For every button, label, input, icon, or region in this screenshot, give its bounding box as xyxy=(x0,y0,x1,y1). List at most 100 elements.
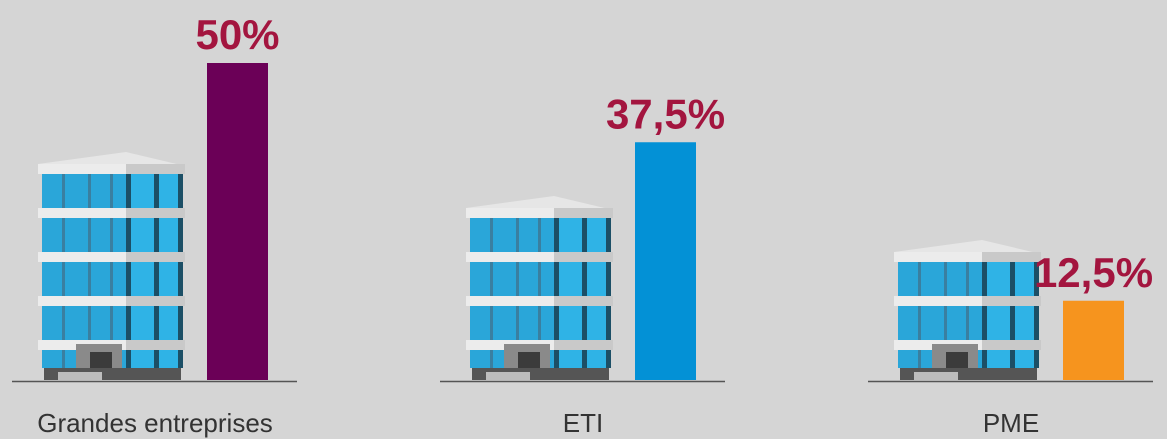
window xyxy=(42,306,126,340)
mullion xyxy=(110,306,113,340)
door xyxy=(946,352,968,368)
value-label: 12,5% xyxy=(1034,249,1153,296)
building xyxy=(466,196,613,380)
mullion xyxy=(110,174,113,208)
mullion xyxy=(490,262,493,296)
slab xyxy=(894,296,982,306)
bar xyxy=(635,142,696,380)
mullion xyxy=(554,262,559,296)
mullion xyxy=(490,350,493,368)
mullion xyxy=(154,306,159,340)
slab xyxy=(982,296,1041,306)
window xyxy=(42,174,126,208)
mullion xyxy=(1034,350,1039,368)
slab xyxy=(466,252,554,262)
mullion xyxy=(582,218,587,252)
slab xyxy=(126,340,185,350)
mullion xyxy=(554,350,559,368)
mullion xyxy=(582,262,587,296)
slab xyxy=(982,340,1041,350)
building xyxy=(38,152,185,380)
mullion xyxy=(944,306,947,340)
window xyxy=(42,262,126,296)
mullion xyxy=(516,218,519,252)
mullion xyxy=(918,306,921,340)
mullion xyxy=(126,262,131,296)
mullion xyxy=(966,306,969,340)
slab xyxy=(126,296,185,306)
slab xyxy=(38,164,126,174)
door xyxy=(90,352,112,368)
mullion xyxy=(516,306,519,340)
slab xyxy=(894,252,982,262)
mullion xyxy=(538,262,541,296)
mullion xyxy=(178,218,183,252)
x-tick-label: ETI xyxy=(563,408,603,438)
slab xyxy=(554,296,613,306)
value-label: 37,5% xyxy=(606,90,725,137)
slab xyxy=(982,252,1041,262)
mullion xyxy=(538,306,541,340)
bar xyxy=(1063,300,1124,380)
slab xyxy=(38,296,126,306)
mullion xyxy=(126,218,131,252)
mullion xyxy=(178,174,183,208)
mullion xyxy=(606,262,611,296)
mullion xyxy=(126,350,131,368)
mullion xyxy=(88,218,91,252)
mullion xyxy=(178,262,183,296)
slab xyxy=(554,208,613,218)
mullion xyxy=(154,262,159,296)
slab xyxy=(126,252,185,262)
x-tick-label: Grandes entreprises xyxy=(37,408,273,438)
mullion xyxy=(1034,262,1039,296)
mullion xyxy=(982,350,987,368)
mullion xyxy=(88,306,91,340)
mullion xyxy=(62,350,65,368)
mullion xyxy=(62,306,65,340)
mullion xyxy=(982,306,987,340)
mullion xyxy=(606,218,611,252)
door xyxy=(518,352,540,368)
mullion xyxy=(918,350,921,368)
mullion xyxy=(606,306,611,340)
mullion xyxy=(126,306,131,340)
mullion xyxy=(966,262,969,296)
mullion xyxy=(178,350,183,368)
window xyxy=(898,306,982,340)
mullion xyxy=(154,218,159,252)
window xyxy=(898,262,982,296)
mullion xyxy=(154,174,159,208)
slab xyxy=(554,252,613,262)
mullion xyxy=(538,218,541,252)
mullion xyxy=(1010,306,1015,340)
mullion xyxy=(918,262,921,296)
window xyxy=(470,218,554,252)
mullion xyxy=(606,350,611,368)
mullion xyxy=(1034,306,1039,340)
slab xyxy=(126,208,185,218)
mullion xyxy=(582,350,587,368)
slab xyxy=(554,340,613,350)
window xyxy=(42,218,126,252)
step xyxy=(914,372,958,380)
x-tick-label: PME xyxy=(983,408,1039,438)
mullion xyxy=(62,262,65,296)
mullion xyxy=(126,174,131,208)
mullion xyxy=(178,306,183,340)
mullion xyxy=(490,306,493,340)
slab xyxy=(466,208,554,218)
step xyxy=(486,372,530,380)
mullion xyxy=(982,262,987,296)
mullion xyxy=(490,218,493,252)
mullion xyxy=(62,218,65,252)
slab xyxy=(38,252,126,262)
slab xyxy=(38,208,126,218)
slab xyxy=(466,296,554,306)
step xyxy=(58,372,102,380)
mullion xyxy=(554,306,559,340)
mullion xyxy=(1010,350,1015,368)
mullion xyxy=(88,262,91,296)
